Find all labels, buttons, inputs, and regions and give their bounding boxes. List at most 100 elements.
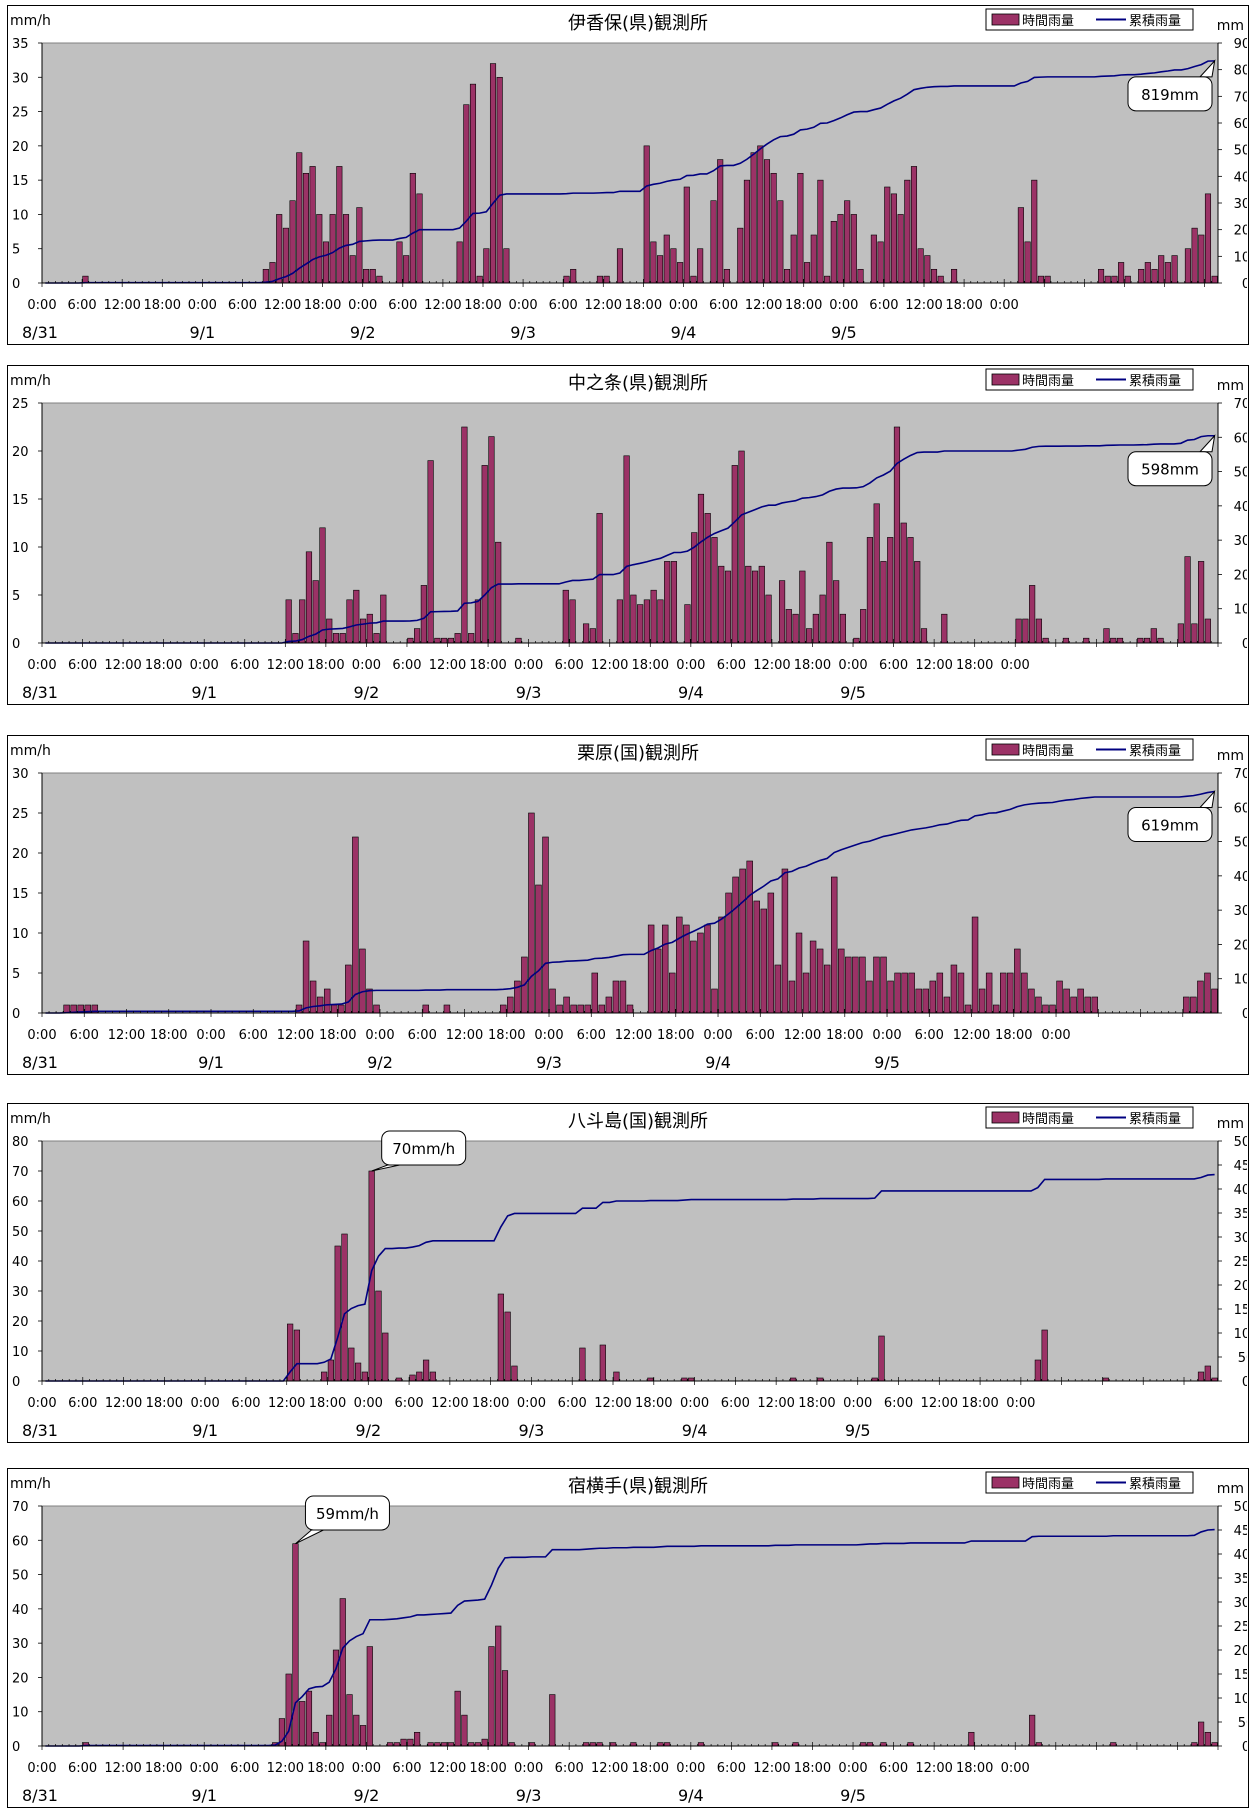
hourly-rain-bar xyxy=(763,159,771,284)
hourly-rain-bar xyxy=(922,988,929,1014)
hourly-rain-bar xyxy=(1197,980,1204,1014)
hourly-rain-bar xyxy=(1110,1742,1117,1747)
hourly-rain-bar xyxy=(964,1004,972,1014)
hourly-rain-bar xyxy=(757,145,764,284)
hourly-rain-bar xyxy=(669,972,676,1014)
hourly-rain-bar xyxy=(837,214,844,284)
x-date-label: 9/2 xyxy=(354,1786,380,1805)
y2-tick-label: 400 xyxy=(1234,870,1247,885)
hourly-rain-bar xyxy=(992,1004,1000,1014)
hourly-rain-bar xyxy=(341,1233,348,1382)
hourly-rain-bar xyxy=(884,186,891,284)
x-tick-label: 12:00 xyxy=(277,1028,314,1043)
chart-title: 中之条(県)観測所 xyxy=(568,373,708,394)
y-tick-label: 0 xyxy=(12,637,20,652)
hourly-rain-bar xyxy=(770,172,777,284)
y2-tick-label: 0 xyxy=(1242,1375,1247,1390)
hourly-rain-bar xyxy=(717,159,724,284)
hourly-rain-bar xyxy=(403,255,410,284)
hourly-rain-bar xyxy=(542,836,549,1014)
x-tick-label: 0:00 xyxy=(534,1028,563,1043)
x-tick-label: 0:00 xyxy=(348,298,377,313)
value-callout: 819mm xyxy=(1127,59,1216,112)
hourly-rain-bar xyxy=(461,1714,468,1747)
hourly-rain-bar xyxy=(824,275,831,284)
rain-chart-svg: 0 10 20 30 40 50 60 70 0 50 100 150 200 250 300 350 400 4… xyxy=(10,1471,1247,1805)
x-date-label: 8/31 xyxy=(22,323,58,342)
y2-tick-label: 800 xyxy=(1234,64,1247,79)
hourly-rain-bar xyxy=(880,1742,887,1747)
hourly-rain-bar xyxy=(817,179,824,284)
y-tick-label: 0 xyxy=(12,1375,20,1390)
hourly-rain-bar xyxy=(339,633,346,644)
x-date-label: 9/4 xyxy=(671,323,697,342)
hourly-rain-bar xyxy=(833,580,840,644)
x-tick-label: 6:00 xyxy=(230,658,259,673)
x-tick-label: 18:00 xyxy=(961,1396,998,1411)
hourly-rain-bar xyxy=(1151,268,1158,284)
hourly-rain-bar xyxy=(795,932,803,1014)
hourly-rain-bar xyxy=(1198,234,1205,284)
y2-tick-label: 150 xyxy=(1234,1668,1247,1683)
y-tick-label: 5 xyxy=(12,243,20,258)
hourly-rain-bar xyxy=(414,628,421,644)
hourly-rain-bar xyxy=(427,1742,434,1747)
hourly-rain-bar xyxy=(454,633,461,644)
legend-bar-label: 時間雨量 xyxy=(1022,374,1074,389)
legend-frame xyxy=(985,8,1194,31)
hourly-rain-bar xyxy=(697,932,704,1014)
y-tick-label: 20 xyxy=(12,140,29,155)
y2-tick-label: 0 xyxy=(1242,1007,1247,1022)
hourly-rain-bar xyxy=(663,234,670,284)
hourly-rain-bar xyxy=(332,633,340,644)
y-tick-label: 40 xyxy=(12,1603,29,1618)
x-date-label: 8/31 xyxy=(22,1053,58,1072)
x-tick-label: 0:00 xyxy=(703,1028,732,1043)
x-tick-label: 0:00 xyxy=(190,658,219,673)
hourly-rain-bar xyxy=(336,166,343,284)
legend-bar-swatch xyxy=(991,1111,1020,1124)
hourly-rain-bar xyxy=(806,628,813,644)
chart-title: 栗原(国)観測所 xyxy=(577,743,699,764)
x-tick-label: 6:00 xyxy=(869,298,898,313)
hourly-rain-bar xyxy=(396,241,403,284)
hourly-rain-bar xyxy=(697,1742,705,1747)
hourly-rain-bar xyxy=(359,1725,367,1747)
x-tick-label: 0:00 xyxy=(508,298,537,313)
legend-frame xyxy=(985,1471,1194,1494)
x-tick-label: 6:00 xyxy=(709,298,738,313)
y2-axis-unit: mm xyxy=(1217,1116,1244,1132)
y2-tick-label: 350 xyxy=(1234,1572,1247,1587)
x-tick-label: 0:00 xyxy=(517,1396,546,1411)
x-date-label: 9/4 xyxy=(682,1421,708,1440)
x-tick-label: 12:00 xyxy=(594,1396,631,1411)
x-tick-label: 18:00 xyxy=(146,1396,183,1411)
hourly-rain-bar xyxy=(454,1690,461,1747)
hourly-rain-bar xyxy=(711,537,718,644)
x-tick-label: 6:00 xyxy=(231,1396,260,1411)
x-tick-label: 6:00 xyxy=(388,298,417,313)
x-tick-label: 12:00 xyxy=(784,1028,821,1043)
hourly-rain-bar xyxy=(507,996,514,1014)
y-tick-label: 10 xyxy=(12,1706,29,1721)
x-date-label: 9/1 xyxy=(191,683,217,702)
hourly-rain-bar xyxy=(1204,1365,1211,1382)
x-date-label: 8/31 xyxy=(22,1421,58,1440)
y-tick-label: 40 xyxy=(12,1255,29,1270)
x-tick-label: 12:00 xyxy=(921,1396,958,1411)
x-tick-label: 12:00 xyxy=(915,1761,952,1776)
hourly-rain-bar xyxy=(799,570,806,644)
hourly-rain-bar xyxy=(359,948,366,1014)
y-tick-label: 15 xyxy=(12,887,29,902)
hourly-rain-bar xyxy=(495,1625,502,1747)
hourly-rain-bar xyxy=(305,551,313,644)
y2-tick-label: 300 xyxy=(1234,904,1247,919)
x-tick-label: 12:00 xyxy=(104,658,141,673)
value-callout: 619mm xyxy=(1127,789,1216,843)
hourly-rain-bar xyxy=(619,980,627,1014)
hourly-rain-bar xyxy=(1157,637,1164,644)
hourly-rain-bar xyxy=(711,988,718,1014)
hourly-rain-bar xyxy=(339,1598,346,1747)
x-tick-label: 18:00 xyxy=(798,1396,835,1411)
y-tick-label: 30 xyxy=(12,767,29,782)
